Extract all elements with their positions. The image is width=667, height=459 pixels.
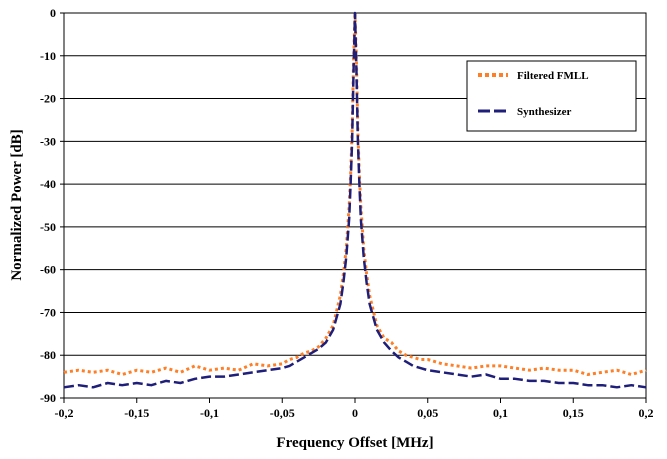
y-tick-label: -20 xyxy=(40,92,56,106)
y-tick-label: -30 xyxy=(40,134,56,148)
y-tick-label: -10 xyxy=(40,49,56,63)
x-tick-label: 0,2 xyxy=(639,406,654,420)
y-tick-label: -50 xyxy=(40,220,56,234)
legend-label-filtered-fmll: Filtered FMLL xyxy=(517,70,589,82)
y-tick-label: -60 xyxy=(40,263,56,277)
x-tick-label: 0,1 xyxy=(493,406,508,420)
x-tick-label: 0,05 xyxy=(417,406,438,420)
x-tick-label: -0,1 xyxy=(200,406,219,420)
x-tick-label: -0,2 xyxy=(55,406,74,420)
x-axis-title: Frequency Offset [MHz] xyxy=(276,435,433,451)
x-tick-label: -0,05 xyxy=(270,406,295,420)
y-tick-label: 0 xyxy=(50,6,56,20)
legend: Filtered FMLL Synthesizer xyxy=(466,60,637,132)
x-tick-label: 0 xyxy=(352,406,358,420)
y-tick-label: -70 xyxy=(40,305,56,319)
y-axis-title: Normalized Power [dB] xyxy=(9,129,25,280)
series-line-synthesizer xyxy=(63,11,647,389)
y-tick-label: -40 xyxy=(40,177,56,191)
legend-label-synthesizer: Synthesizer xyxy=(517,106,572,118)
y-tick-label: -80 xyxy=(40,348,56,362)
axis-ticks: 0 -10 -20 -30 -40 -50 -60 -70 -80 -90-0,2 -0,15 -0,… xyxy=(40,6,654,420)
y-tick-label: -90 xyxy=(40,391,56,405)
series-lines xyxy=(63,11,647,389)
x-tick-label: 0,15 xyxy=(563,406,584,420)
series-line-filtered-fmll xyxy=(63,11,647,376)
legend-box xyxy=(466,60,637,132)
x-tick-label: -0,15 xyxy=(124,406,149,420)
